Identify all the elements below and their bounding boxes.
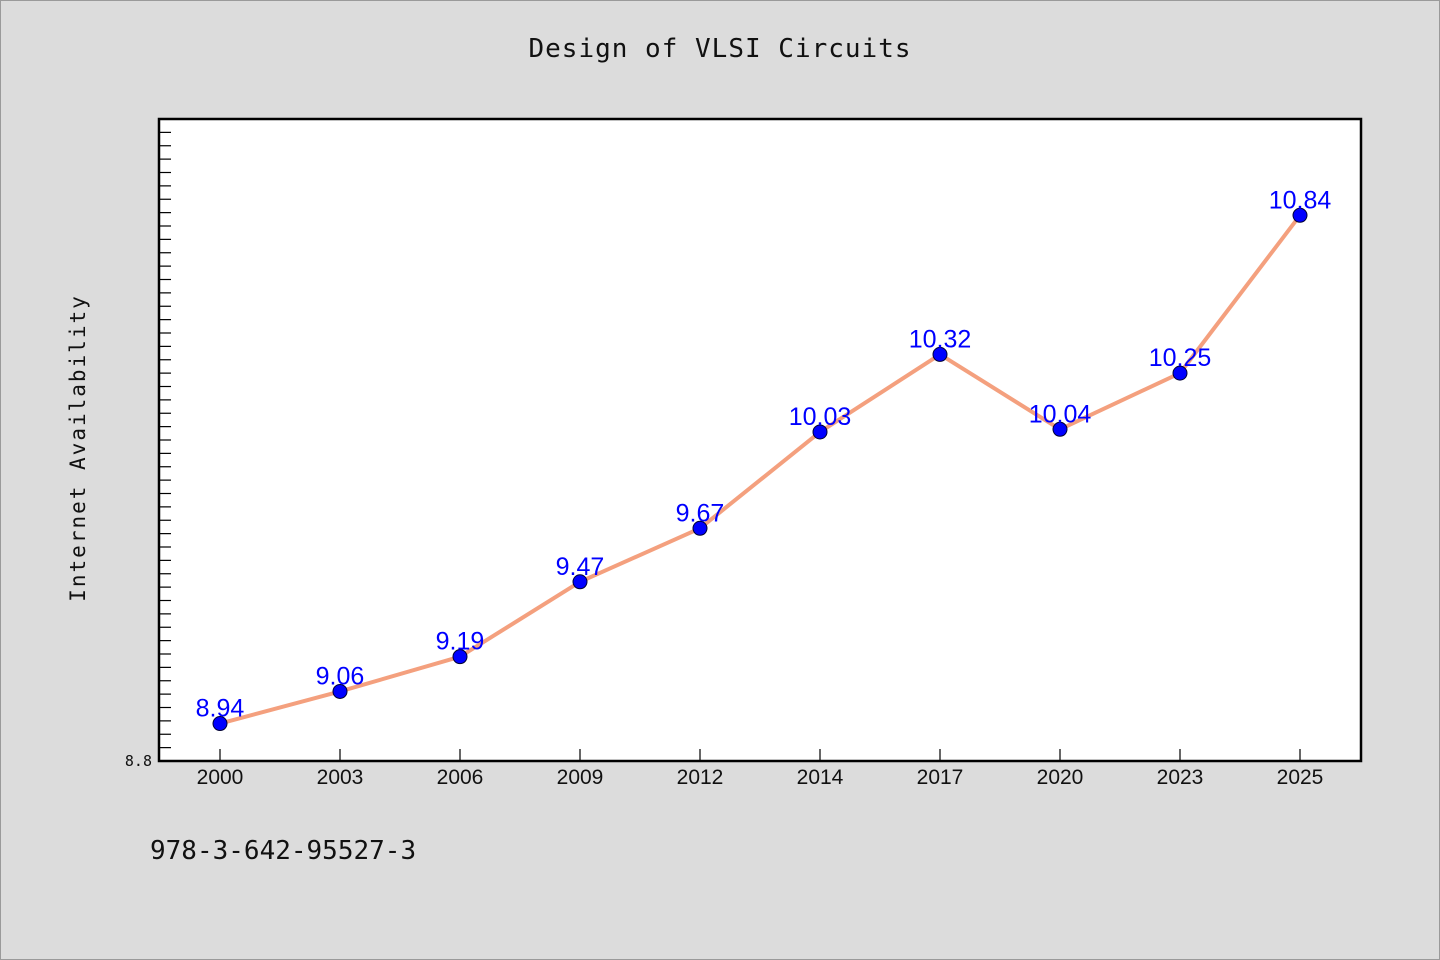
data-point xyxy=(572,574,588,590)
x-tick-label: 2006 xyxy=(437,766,484,789)
x-tick-label: 2014 xyxy=(797,766,844,789)
series-group xyxy=(212,207,1308,732)
x-tick-label: 2000 xyxy=(197,766,244,789)
x-axis-ticks: 2000 2003 2006 2009 2012 2014 2017 2020 2023 2025 xyxy=(197,749,1324,789)
series-line xyxy=(218,213,1302,726)
data-label: 10.32 xyxy=(909,325,972,353)
data-labels: 8.94 9.06 9.19 9.47 9.67 10.03 10.32 10.04 10.25… xyxy=(196,186,1332,722)
data-point xyxy=(452,649,468,665)
x-tick-label: 2020 xyxy=(1037,766,1084,789)
data-label: 10.84 xyxy=(1269,186,1332,214)
data-point xyxy=(1292,207,1308,223)
data-point xyxy=(692,520,708,536)
x-tick-label: 2009 xyxy=(557,766,604,789)
isbn-text: 978-3-642-95527-3 xyxy=(150,836,417,866)
data-point xyxy=(212,716,228,732)
data-label: 9.47 xyxy=(556,553,605,581)
data-label: 8.94 xyxy=(196,695,245,723)
chart-title: Design of VLSI Circuits xyxy=(528,34,912,64)
x-tick-label: 2012 xyxy=(677,766,724,789)
y-tick-label: 8.8 xyxy=(125,752,152,770)
data-point xyxy=(812,424,828,440)
x-tick-label: 2023 xyxy=(1157,766,1204,789)
data-label: 10.25 xyxy=(1149,344,1212,372)
data-point xyxy=(332,683,348,699)
data-label: 10.03 xyxy=(789,403,852,431)
data-point xyxy=(1052,421,1068,437)
x-tick-label: 2025 xyxy=(1277,766,1324,789)
plot-area xyxy=(157,117,1363,763)
data-point xyxy=(1172,365,1188,381)
x-tick-label: 2017 xyxy=(917,766,964,789)
data-label: 9.19 xyxy=(436,628,485,656)
data-label: 9.67 xyxy=(676,499,725,527)
y-axis-ticks: 8.8 xyxy=(125,118,171,770)
data-point xyxy=(932,346,948,362)
x-tick-label: 2003 xyxy=(317,766,364,789)
data-label: 9.06 xyxy=(316,662,365,690)
data-label: 10.04 xyxy=(1029,400,1092,428)
